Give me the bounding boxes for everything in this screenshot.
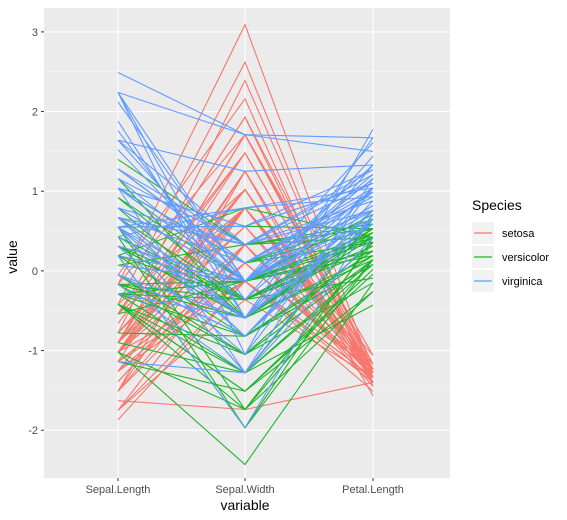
x-tick-label: Petal.Length <box>342 484 404 496</box>
series-line-virginica <box>117 209 374 282</box>
series-line-versicolor <box>117 282 374 466</box>
series-line-virginica <box>117 209 374 319</box>
x-tick-label: Sepal.Width <box>215 484 274 496</box>
series-line-setosa <box>117 60 374 378</box>
y-tick-label: 1 <box>32 186 38 198</box>
series-line-virginica <box>117 196 374 238</box>
series-line-versicolor <box>117 273 374 392</box>
series-line-setosa <box>117 23 374 373</box>
series-line-virginica <box>117 213 374 374</box>
legend-label-setosa: setosa <box>502 228 535 240</box>
series-line-virginica <box>117 209 374 337</box>
x-axis: Sepal.Length Sepal.Width Petal.Length <box>86 478 404 496</box>
y-tick-label: 0 <box>32 266 38 278</box>
data-lines <box>117 23 374 466</box>
y-axis-title: value <box>4 240 20 274</box>
y-tick-label: 3 <box>32 27 38 39</box>
legend-label-versicolor: versicolor <box>502 252 549 264</box>
series-line-virginica <box>117 182 374 227</box>
series-line-setosa <box>117 152 374 374</box>
legend: Species setosa versicolor virginica <box>472 197 549 292</box>
legend-title: Species <box>472 197 522 213</box>
x-tick-label: Sepal.Length <box>86 484 151 496</box>
series-line-versicolor <box>117 291 374 411</box>
y-axis: -2 -1 0 1 2 3 <box>28 27 44 437</box>
x-axis-title: variable <box>220 497 269 513</box>
y-tick-label: -1 <box>28 346 38 358</box>
series-line-virginica <box>117 139 374 172</box>
series-line-virginica <box>117 214 374 429</box>
series-line-virginica <box>117 72 374 152</box>
legend-label-virginica: virginica <box>502 276 543 288</box>
y-tick-label: -2 <box>28 425 38 437</box>
y-tick-label: 2 <box>32 107 38 119</box>
